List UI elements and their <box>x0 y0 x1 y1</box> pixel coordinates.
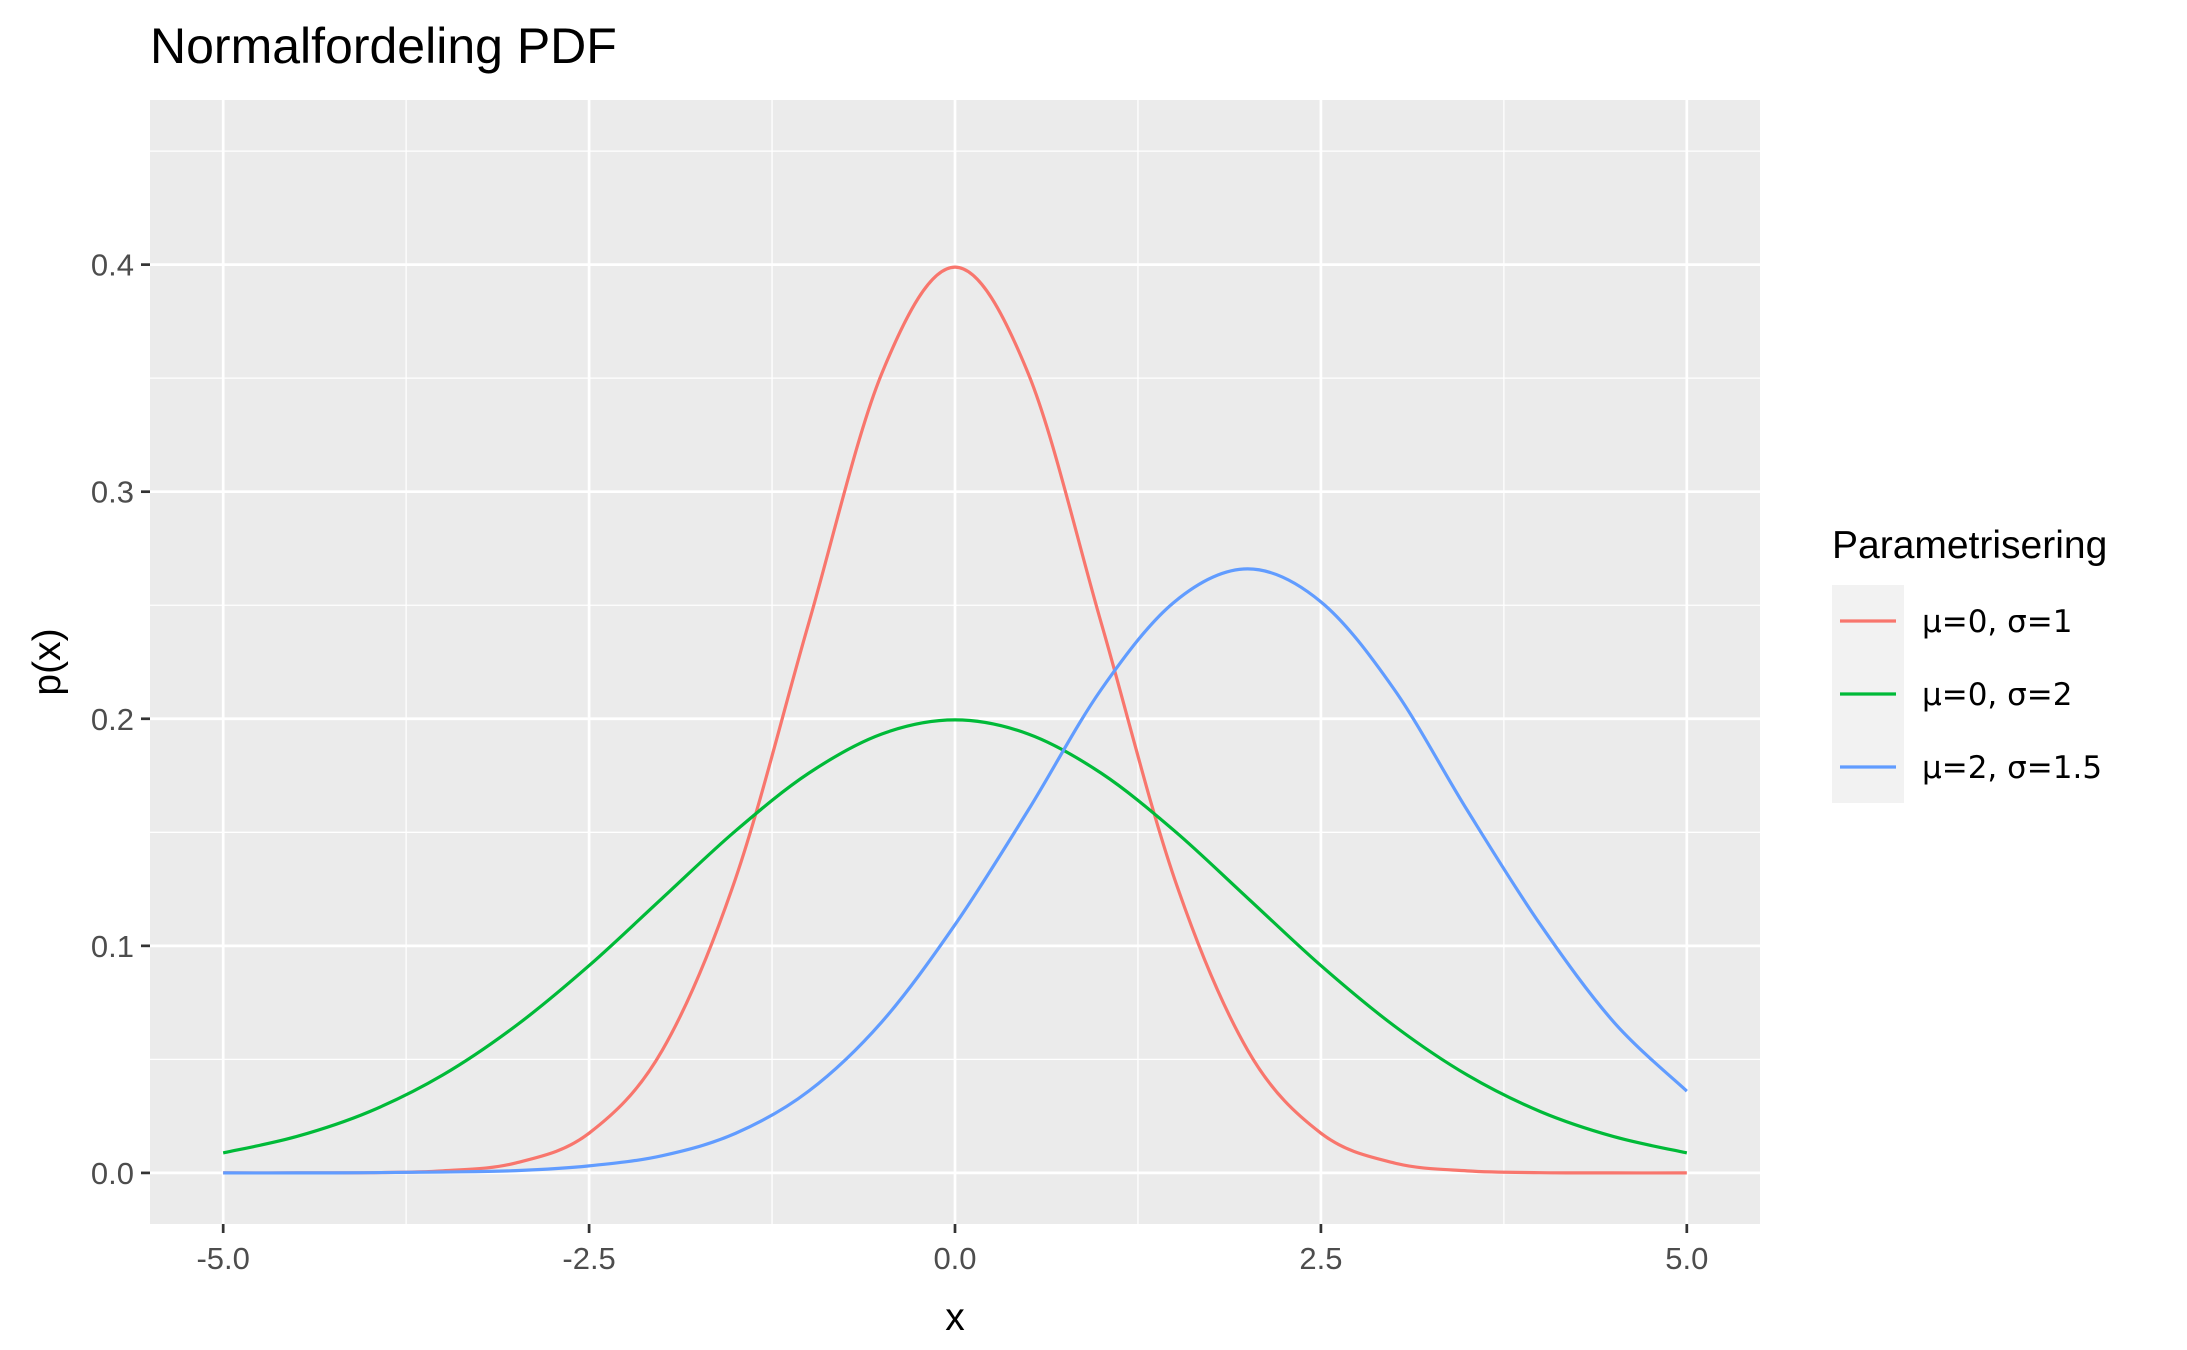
y-tick-label: 0.4 <box>91 248 134 283</box>
x-tick-label: -2.5 <box>562 1241 615 1276</box>
legend-label-3: μ=2, σ=1.5 <box>1922 750 2102 786</box>
y-tick-label: 0.1 <box>91 929 134 964</box>
y-tick-label: 0.3 <box>91 475 134 510</box>
chart-title: Normalfordeling PDF <box>150 18 617 74</box>
legend: Parametrisering μ=0, σ=1 μ=0, σ=2 μ=2, σ=1… <box>1832 524 2107 803</box>
series-line-2 <box>222 718 1688 1155</box>
series-lines <box>222 265 1688 1175</box>
legend-label-2: μ=0, σ=2 <box>1922 677 2072 713</box>
y-axis-title: p(x) <box>26 628 69 695</box>
series-line-1 <box>223 265 1687 1175</box>
legend-label-1: μ=0, σ=1 <box>1922 604 2072 640</box>
legend-title: Parametrisering <box>1832 524 2107 567</box>
y-tick-label: 0.0 <box>91 1156 134 1191</box>
grid-major <box>150 100 1760 1224</box>
axis-ticks: -5.0 -2.5 0.0 2.5 5.0 0.0 0.1 0.2 0.3 0.4 <box>91 248 1708 1276</box>
series-line-3 <box>223 567 1688 1175</box>
x-tick-label: 0.0 <box>933 1241 976 1276</box>
x-tick-label: -5.0 <box>196 1241 249 1276</box>
x-axis-title: x <box>945 1296 965 1339</box>
x-tick-label: 2.5 <box>1299 1241 1342 1276</box>
x-tick-label: 5.0 <box>1665 1241 1708 1276</box>
y-tick-label: 0.2 <box>91 702 134 737</box>
